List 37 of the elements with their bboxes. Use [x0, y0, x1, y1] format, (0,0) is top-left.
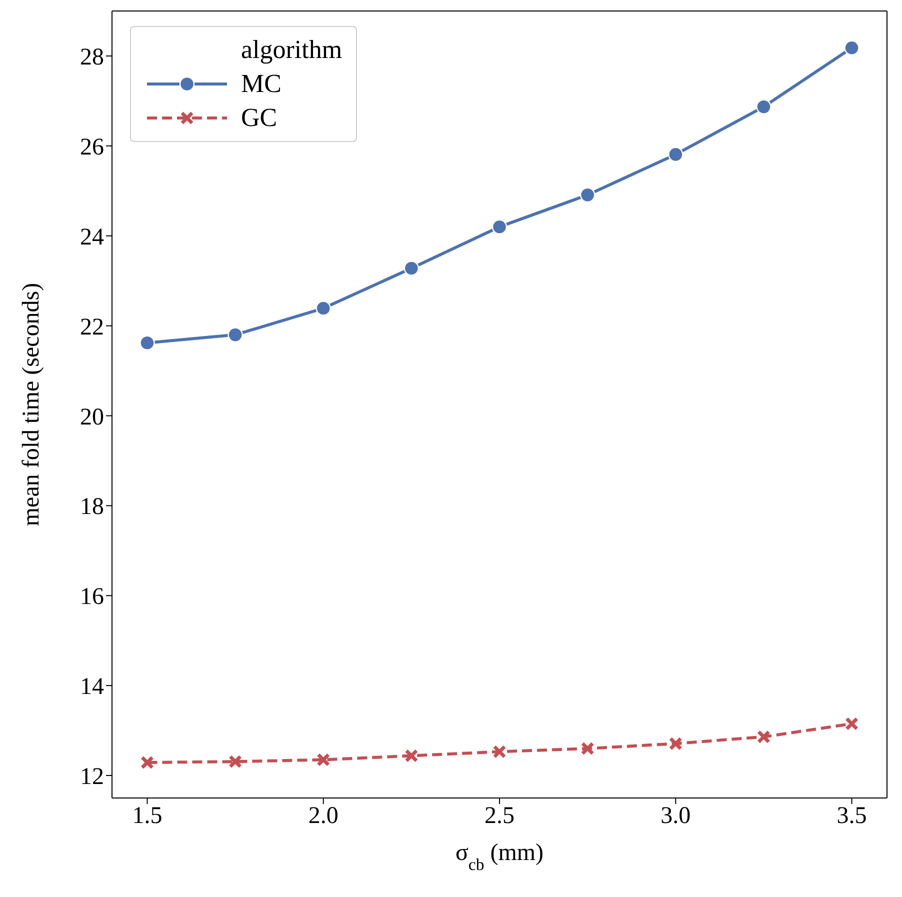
point — [668, 146, 684, 162]
y-tick-label: 16 — [80, 584, 104, 610]
point — [844, 40, 860, 56]
point — [228, 327, 243, 342]
x-tick-label: 1.5 — [132, 803, 162, 830]
point — [580, 742, 594, 756]
y-tick-label: 28 — [80, 44, 104, 70]
point — [845, 717, 859, 731]
point — [492, 219, 508, 234]
point — [316, 753, 330, 767]
point — [492, 744, 506, 758]
x-tick-label: 3.0 — [660, 803, 691, 830]
x-tick-label: 2.5 — [484, 803, 514, 830]
legend-title: algorithm — [240, 35, 342, 65]
point — [756, 730, 770, 744]
y-axis-title: mean fold time (seconds) — [18, 282, 45, 526]
y-tick-label: 14 — [80, 674, 104, 700]
y-tick-label: 24 — [80, 224, 104, 250]
x-tick-label: 2.0 — [308, 803, 338, 830]
y-tick-label: 22 — [80, 314, 104, 340]
point — [140, 335, 155, 350]
legend-label: MC — [241, 69, 282, 99]
point — [404, 260, 420, 276]
point — [140, 756, 154, 770]
y-tick-label: 18 — [80, 494, 104, 520]
point — [228, 754, 242, 768]
x-axis-title: σ$_{cb}$ (mm) — [455, 840, 544, 874]
y-tick-label: 12 — [80, 764, 104, 790]
y-tick-label: 20 — [80, 404, 104, 430]
point — [316, 300, 331, 316]
point — [580, 187, 596, 203]
legend-label: GC — [241, 103, 278, 133]
point — [404, 748, 418, 762]
y-tick-label: 26 — [80, 134, 104, 160]
point — [756, 99, 772, 114]
x-tick-label: 3.5 — [836, 803, 867, 830]
point — [668, 736, 682, 750]
